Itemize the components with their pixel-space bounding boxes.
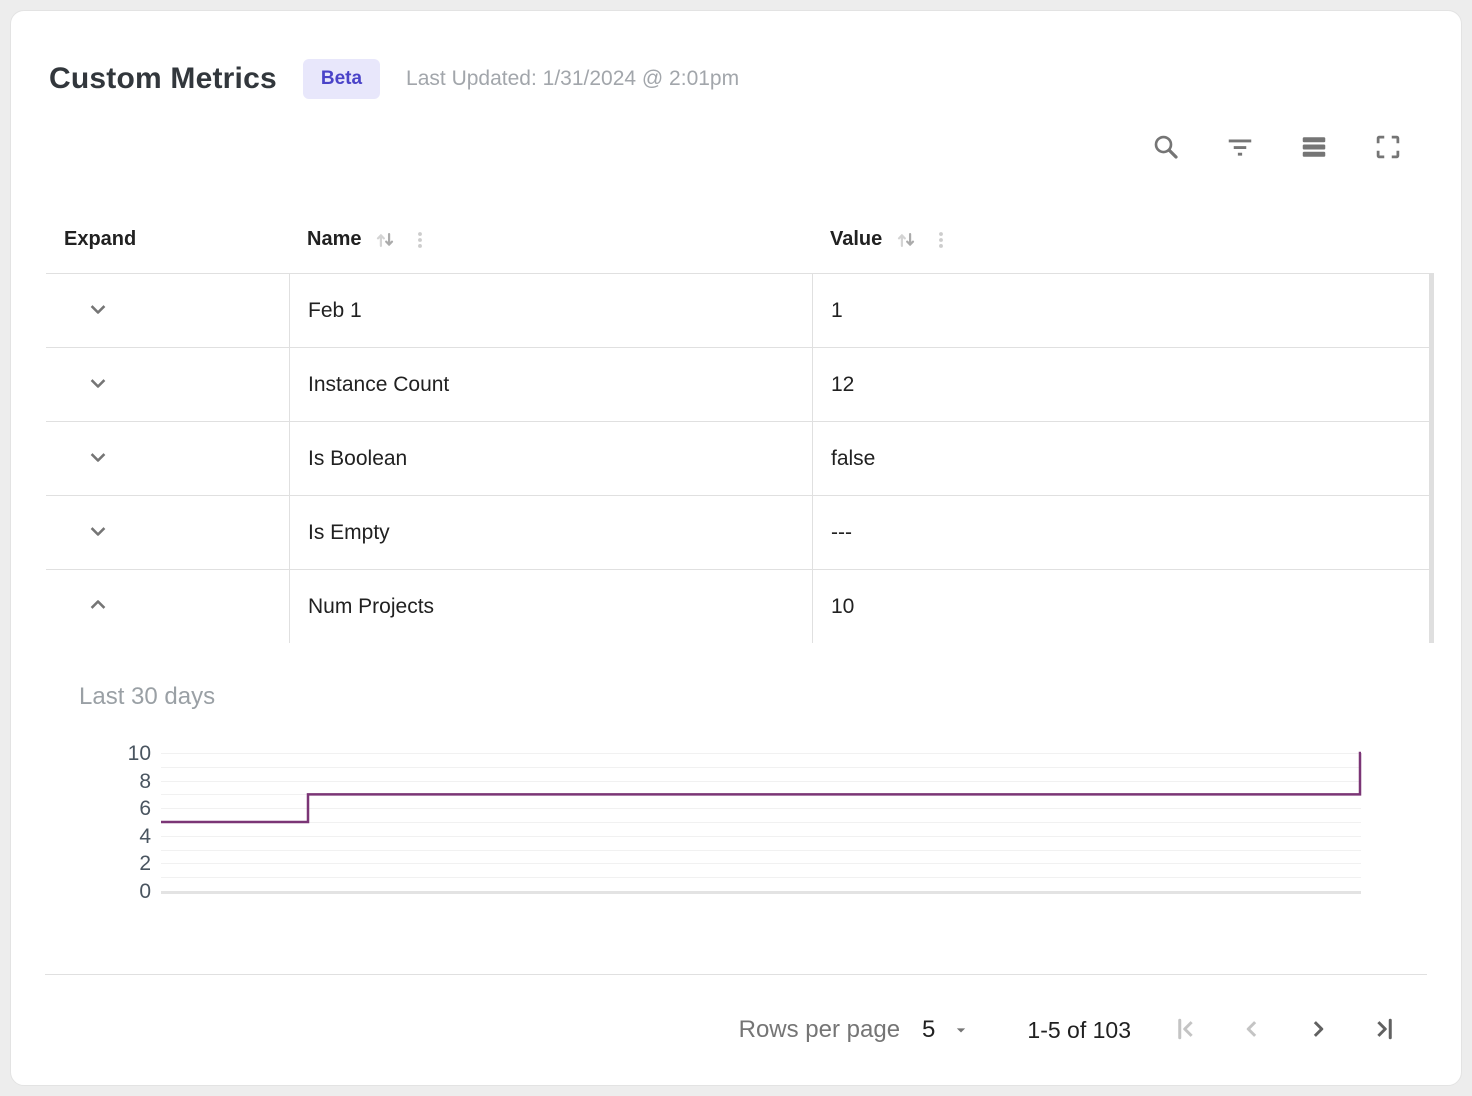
table-row: Feb 1 1 bbox=[46, 273, 1429, 347]
table-row: Instance Count 12 bbox=[46, 347, 1429, 421]
y-tick-label: 2 bbox=[139, 852, 151, 876]
chevron-down-icon bbox=[84, 295, 112, 326]
gridline bbox=[161, 780, 1361, 782]
table-toolbar bbox=[1151, 133, 1403, 163]
chart-title: Last 30 days bbox=[79, 683, 216, 710]
column-header-value[interactable]: Value bbox=[812, 226, 1429, 254]
chevron-up-icon bbox=[84, 591, 112, 622]
rows-per-page-label: Rows per page bbox=[738, 1016, 901, 1043]
gridline bbox=[161, 766, 1361, 768]
last-page-button[interactable] bbox=[1369, 1015, 1399, 1045]
sort-icon[interactable] bbox=[892, 226, 920, 254]
filter-button[interactable] bbox=[1225, 133, 1255, 163]
cell-name: Is Empty bbox=[289, 496, 812, 569]
fullscreen-icon bbox=[1373, 132, 1403, 165]
step-line-series bbox=[161, 751, 1362, 824]
chevron-down-icon bbox=[84, 369, 112, 400]
sort-icon[interactable] bbox=[371, 226, 399, 254]
column-header-name[interactable]: Name bbox=[289, 226, 812, 254]
cell-value: 12 bbox=[812, 348, 1429, 421]
table-row-expanded: Num Projects 10 bbox=[46, 569, 1429, 643]
chevron-left-icon bbox=[1237, 1014, 1267, 1047]
fullscreen-button[interactable] bbox=[1373, 133, 1403, 163]
gridline bbox=[161, 835, 1361, 837]
column-menu-icon[interactable] bbox=[930, 227, 952, 253]
rows-per-page-value: 5 bbox=[922, 1016, 936, 1043]
last-updated-text: Last Updated: 1/31/2024 @ 2:01pm bbox=[406, 67, 740, 90]
pagination-footer: Rows per page 5 1-5 of 103 bbox=[45, 974, 1427, 1085]
gridline bbox=[161, 753, 1361, 754]
search-button[interactable] bbox=[1151, 133, 1181, 163]
gridline bbox=[161, 877, 1361, 879]
chart-plot-area bbox=[161, 751, 1362, 894]
page-title: Custom Metrics bbox=[49, 62, 277, 95]
expand-row-button[interactable] bbox=[80, 291, 116, 330]
caret-down-icon bbox=[951, 1020, 971, 1040]
previous-page-button[interactable] bbox=[1237, 1015, 1267, 1045]
y-tick-label: 10 bbox=[127, 742, 151, 765]
metrics-table: Expand Name Value bbox=[46, 206, 1434, 643]
table-row: Is Empty --- bbox=[46, 495, 1429, 569]
density-icon bbox=[1299, 132, 1329, 165]
cell-name: Instance Count bbox=[289, 348, 812, 421]
cell-value: --- bbox=[812, 496, 1429, 569]
pager-controls bbox=[1171, 1015, 1399, 1045]
expand-row-button[interactable] bbox=[80, 439, 116, 478]
chevron-right-icon bbox=[1303, 1014, 1333, 1047]
filter-icon bbox=[1225, 132, 1255, 165]
table-body: Feb 1 1 Instance Count 12 Is Boole bbox=[46, 273, 1434, 643]
column-menu-icon[interactable] bbox=[409, 227, 431, 253]
gridline bbox=[161, 849, 1361, 851]
column-header-value-label: Value bbox=[830, 228, 883, 250]
cell-value: 1 bbox=[812, 274, 1429, 347]
search-icon bbox=[1151, 132, 1181, 165]
cell-value: 10 bbox=[812, 570, 1429, 643]
beta-badge: Beta bbox=[302, 59, 381, 99]
last-page-icon bbox=[1369, 1014, 1399, 1047]
column-header-expand: Expand bbox=[46, 228, 289, 251]
collapse-row-button[interactable] bbox=[80, 587, 116, 626]
custom-metrics-card: Custom Metrics Beta Last Updated: 1/31/2… bbox=[10, 10, 1462, 1086]
y-tick-label: 0 bbox=[139, 880, 151, 903]
gridline bbox=[161, 891, 1361, 894]
table-row: Is Boolean false bbox=[46, 421, 1429, 495]
cell-name: Num Projects bbox=[289, 570, 812, 643]
expand-row-button[interactable] bbox=[80, 365, 116, 404]
expand-row-button[interactable] bbox=[80, 513, 116, 552]
cell-name: Is Boolean bbox=[289, 422, 812, 495]
gridline bbox=[161, 822, 1361, 823]
first-page-button[interactable] bbox=[1171, 1015, 1201, 1045]
rows-per-page-select[interactable]: 5 bbox=[922, 1016, 971, 1044]
gridline bbox=[161, 808, 1361, 810]
y-tick-label: 6 bbox=[139, 797, 151, 821]
table-scrollbar[interactable] bbox=[1429, 273, 1434, 643]
chevron-down-icon bbox=[84, 443, 112, 474]
y-tick-label: 4 bbox=[139, 824, 151, 848]
density-button[interactable] bbox=[1299, 133, 1329, 163]
page-header: Custom Metrics Beta Last Updated: 1/31/2… bbox=[49, 59, 739, 99]
pagination-range-label: 1-5 of 103 bbox=[1027, 1016, 1131, 1043]
y-tick-label: 8 bbox=[139, 769, 151, 793]
chevron-down-icon bbox=[84, 517, 112, 548]
table-header-row: Expand Name Value bbox=[46, 206, 1429, 273]
chart-y-axis-labels: 0 2 4 6 8 10 bbox=[11, 743, 151, 902]
cell-value: false bbox=[812, 422, 1429, 495]
cell-name: Feb 1 bbox=[289, 274, 812, 347]
column-header-name-label: Name bbox=[307, 228, 362, 250]
column-header-expand-label: Expand bbox=[64, 228, 137, 250]
next-page-button[interactable] bbox=[1303, 1015, 1333, 1045]
gridline bbox=[161, 863, 1361, 865]
first-page-icon bbox=[1171, 1014, 1201, 1047]
